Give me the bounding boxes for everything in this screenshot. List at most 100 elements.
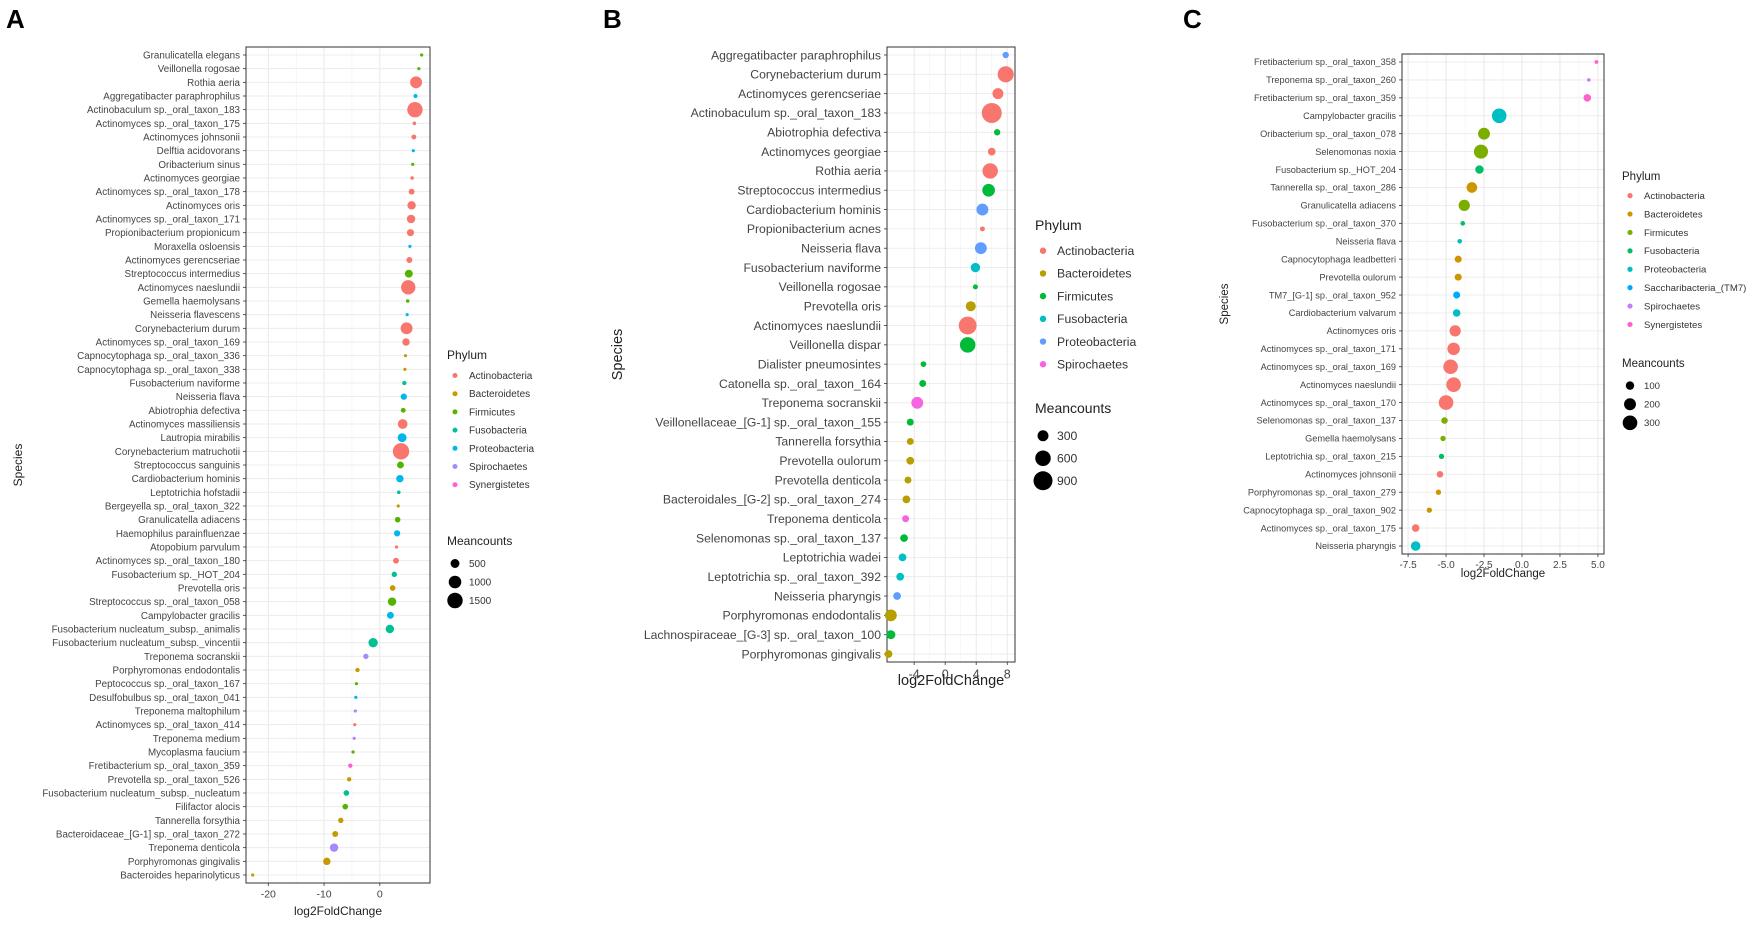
data-point [1410, 541, 1421, 551]
data-point [1594, 60, 1599, 64]
species-label: Actinomyces johnsonii [143, 132, 240, 143]
species-label: Bergeyella sp._oral_taxon_322 [105, 501, 240, 512]
data-point [406, 229, 415, 237]
species-label: Atopobium parvulum [150, 542, 240, 553]
legend-key [1039, 270, 1047, 277]
species-label: Fretibacterium sp._oral_taxon_359 [89, 761, 240, 772]
species-label: Abiotrophia defectiva [767, 126, 881, 140]
data-point [352, 736, 356, 740]
data-point [1440, 435, 1446, 442]
x-tick-label: -4 [909, 668, 920, 682]
x-tick-label: 5.0 [1591, 560, 1605, 571]
data-point [992, 88, 1004, 100]
species-label: Neisseria flavescens [150, 310, 240, 321]
legend-label: Saccharibacteria_(TM7) [1644, 283, 1746, 294]
data-point [886, 630, 896, 640]
data-point [396, 504, 400, 508]
legend-label: Actinobacteria [1057, 244, 1134, 258]
data-point [397, 461, 404, 469]
data-point [354, 695, 358, 699]
data-point [329, 843, 339, 852]
legend-key [1627, 266, 1633, 272]
species-label: Gemella haemolysans [143, 296, 240, 307]
data-point [958, 316, 977, 335]
legend-size-key [1625, 381, 1635, 390]
species-label: Gemella haemolysans [1305, 434, 1396, 444]
data-point [363, 653, 369, 660]
legend-key [452, 427, 458, 433]
species-label: Actinomyces sp._oral_taxon_169 [96, 337, 240, 348]
species-label: Actinomyces oris [1327, 326, 1397, 336]
data-point [1491, 108, 1507, 124]
species-label: Granulicatella elegans [143, 50, 240, 61]
species-label: Porphyromonas endodontalis [113, 665, 241, 676]
data-point [387, 597, 397, 606]
data-point [411, 162, 415, 166]
data-point [400, 322, 413, 335]
x-tick-label: 0 [377, 889, 383, 901]
species-label: Cardiobacterium hominis [132, 474, 240, 485]
legend-label: Proteobacteria [1057, 335, 1136, 349]
data-point [884, 609, 897, 622]
species-label: Rothia aeria [815, 164, 881, 178]
species-label: Campylobacter gracilis [1303, 111, 1396, 121]
y-axis-title: Species [610, 329, 626, 381]
legend-label: Fusobacteria [1644, 246, 1700, 257]
legend-key [452, 464, 458, 469]
data-point [394, 545, 399, 549]
data-point [993, 129, 1001, 136]
legend-size-key [448, 575, 462, 589]
data-point [1466, 182, 1478, 193]
legend-size-label: 300 [1644, 418, 1660, 429]
data-point [906, 418, 914, 426]
species-label: Actinomyces sp._oral_taxon_171 [1261, 344, 1396, 354]
legend-label: Actinobacteria [469, 371, 533, 382]
species-label: Dialister pneumosintes [758, 357, 881, 371]
x-axis-title: log2FoldChange [898, 673, 1004, 689]
chart-panel-a: A Granulicatella elegans Veillonella rogos… [6, 4, 534, 918]
legend-size-title: Meancounts [1622, 358, 1685, 370]
species-label: Prevotella oris [178, 583, 240, 594]
legend-key [1039, 361, 1047, 368]
species-label: Lautropia mirabilis [161, 433, 241, 444]
species-label: Rothia aeria [187, 78, 240, 89]
species-label: Streptococcus intermedius [125, 269, 241, 280]
species-label: Tannerella forsythia [775, 435, 881, 449]
data-point [400, 407, 406, 413]
data-point [403, 367, 407, 371]
species-label: Actinomyces sp._oral_taxon_175 [96, 119, 241, 130]
data-point [981, 102, 1002, 123]
legend-label: Firmicutes [469, 407, 515, 418]
species-label: Lachnospiraceae_[G-3] sp._oral_taxon_100 [644, 628, 881, 642]
legend-label: Proteobacteria [469, 444, 534, 455]
legend-label: Bacteroidetes [1057, 267, 1132, 281]
legend-size-key [1035, 450, 1051, 466]
data-point [251, 873, 255, 877]
x-axis-title: log2FoldChange [294, 904, 382, 918]
x-tick-label: 0.0 [1515, 560, 1529, 571]
species-label: Peptococcus sp._oral_taxon_167 [95, 679, 240, 690]
panel-label: C [1183, 4, 1202, 34]
species-label: Leptotrichia sp._oral_taxon_215 [1265, 452, 1396, 462]
data-point [1438, 453, 1445, 460]
species-label: Fretibacterium sp._oral_taxon_358 [1254, 57, 1396, 67]
data-point [902, 515, 910, 523]
data-point [393, 530, 401, 537]
data-point [1475, 165, 1484, 174]
species-label: Veillonellaceae_[G-1] sp._oral_taxon_155 [655, 415, 881, 429]
data-point [1441, 417, 1448, 424]
species-label: Fusobacterium sp._HOT_204 [111, 570, 240, 581]
species-label: Prevotella oris [804, 299, 881, 313]
species-label: Porphyromonas gingivalis [741, 647, 881, 661]
data-point [1457, 238, 1463, 244]
legend-key [452, 409, 458, 415]
species-label: Actinobaculum sp._oral_taxon_183 [691, 106, 882, 120]
species-label: TM7_[G-1] sp._oral_taxon_952 [1269, 290, 1396, 300]
species-label: Prevotella oulorum [779, 454, 881, 468]
legend-key [1039, 315, 1047, 323]
species-label: Oribacterium sp._oral_taxon_078 [1260, 129, 1396, 139]
species-label: Capnocytophaga sp._oral_taxon_902 [1243, 505, 1396, 515]
legend-key [1627, 248, 1633, 254]
species-label: Actinomyces sp._oral_taxon_414 [96, 720, 241, 731]
